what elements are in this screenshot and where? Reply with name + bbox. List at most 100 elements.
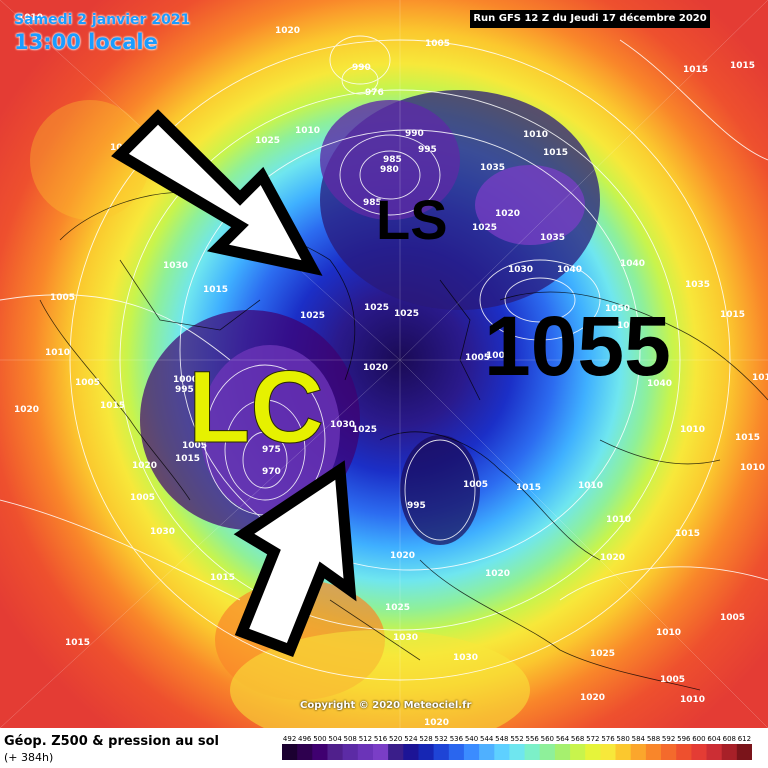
colorbar-tick-label: 576 <box>601 735 615 743</box>
isobar-label: 995 <box>407 501 426 511</box>
isobar-label: 1010 <box>606 515 631 525</box>
isobar-label: 975 <box>262 445 281 455</box>
isobar-label: 1025 <box>590 649 615 659</box>
colorbar-swatch <box>706 744 723 760</box>
colorbar-swatch <box>721 744 738 760</box>
colorbar-tick-label: 496 <box>298 735 312 743</box>
meridians <box>0 0 768 728</box>
colorbar-swatch <box>509 744 526 760</box>
isobar-label: 985 <box>383 155 402 165</box>
isobar-label: 1005 <box>720 613 745 623</box>
isobar-label: 1020 <box>390 551 415 561</box>
colorbar-tick-label: 600 <box>692 735 705 743</box>
isobar-label: 1015 <box>65 638 90 648</box>
isobar-label: 1035 <box>480 163 505 173</box>
isobar-label: 1010 <box>295 126 320 136</box>
colorbar-tick-label: 584 <box>632 735 646 743</box>
isobar-label: 1020 <box>132 461 157 471</box>
isobar-label: 1000 <box>486 351 511 361</box>
colorbar-swatch <box>297 744 313 760</box>
colorbar-swatch <box>570 744 586 760</box>
isobar-label: 1055 <box>617 321 642 331</box>
model-run-info: Run GFS 12 Z du Jeudi 17 décembre 2020 <box>470 10 710 28</box>
legend-panel: Géop. Z500 & pression au sol (+ 384h) 49… <box>0 728 768 768</box>
isobar-label: 1010 <box>523 130 548 140</box>
colorbar-swatch <box>357 744 374 760</box>
isobar-label: 1015 <box>683 65 708 75</box>
isobar-label: 970 <box>262 467 281 477</box>
colorbar-tick-label: 508 <box>344 735 357 743</box>
isobar-label: 1015 <box>100 401 125 411</box>
colorbar-swatch <box>585 744 601 760</box>
isobar-label: 1035 <box>540 233 565 243</box>
colorbar-tick-label: 588 <box>647 735 660 743</box>
colorbar-swatch <box>676 744 692 760</box>
isobar-label: 1020 <box>485 569 510 579</box>
colorbar-tick-label: 556 <box>526 735 540 743</box>
isobar-label: 1040 <box>647 379 672 389</box>
isobar-label: 1050 <box>605 304 630 314</box>
colorbar-swatch <box>554 744 571 760</box>
colorbar-tick-label: 540 <box>465 735 478 743</box>
isobar-label: 1015 <box>543 148 568 158</box>
color-scale-bar: 492 496 500 504 508 512 516 520 524 528 532 536 540 5… <box>282 735 752 760</box>
isobar-label: 1040 <box>620 259 645 269</box>
colorbar-swatch <box>615 744 632 760</box>
isobar-label: 1020 <box>363 363 388 373</box>
colorbar-swatch <box>388 744 404 760</box>
isobar-label: 1030 <box>330 420 355 430</box>
isobar-label: 1005 <box>182 441 207 451</box>
isobar-label: 1015 <box>730 61 755 71</box>
colorbar-tick-label: 596 <box>677 735 691 743</box>
isobar-label: 1005 <box>130 493 155 503</box>
isobar-label: 1030 <box>150 527 175 537</box>
copyright-text: Copyright © 2020 Meteociel.fr <box>300 700 472 711</box>
purple-low-core-west <box>200 345 340 515</box>
colorbar-swatch <box>539 744 556 760</box>
isobar-label: 1005 <box>465 353 490 363</box>
arrow-southwest <box>233 460 357 658</box>
isobar-labels: 1010 1020 1005 1015 1015 990 976 1010 1025 990 995… <box>14 13 768 728</box>
isobar-label: 1040 <box>557 265 582 275</box>
colorbar-tick-label: 536 <box>450 735 464 743</box>
isobar-label: 1005 <box>425 39 450 49</box>
isobar-label: 976 <box>365 88 384 98</box>
colorbar-swatch <box>433 744 450 760</box>
isobar-label: 1015 <box>720 310 745 320</box>
isobar-label: 1010 <box>45 348 70 358</box>
colorbar-swatch <box>282 744 298 760</box>
isobar-label: 990 <box>405 129 424 139</box>
colorbar-swatch <box>418 744 435 760</box>
isobar-label: 1020 <box>14 405 39 415</box>
colorbar-tick-label: 544 <box>480 735 494 743</box>
colorbar-swatch <box>312 744 328 760</box>
isobar-label: 1030 <box>453 653 478 663</box>
isobar-label: 1015 <box>175 454 200 464</box>
isobar-label: 1010 <box>680 425 705 435</box>
isobar-label: 995 <box>418 145 437 155</box>
isobar-label: 1010 <box>680 695 705 705</box>
colorbar-tick-label: 528 <box>419 735 432 743</box>
colorbar-tick-label: 512 <box>359 735 372 743</box>
isobar-label: 1010 <box>752 373 768 383</box>
isobar-label: 1025 <box>352 425 377 435</box>
colorbar-tick-label: 560 <box>541 735 554 743</box>
isobar-label: 1035 <box>685 280 710 290</box>
isobar-label: 1030 <box>393 633 418 643</box>
colorbar-swatch <box>463 744 480 760</box>
isobar-label: 1025 <box>255 136 280 146</box>
colorbar-tick-label: 580 <box>616 735 629 743</box>
arrow-northwest <box>111 109 323 276</box>
colorbar-tick-label: 504 <box>328 735 342 743</box>
label-lc: LC <box>188 350 325 464</box>
colorbar-tick-label: 500 <box>313 735 326 743</box>
isobar-label: 1005 <box>50 293 75 303</box>
colorbar-tick-label: 532 <box>435 735 448 743</box>
colorbar-swatch <box>494 744 510 760</box>
colorbar-tick-label: 516 <box>374 735 388 743</box>
isobar-label: 1015 <box>203 285 228 295</box>
label-high-pressure-value: 1055 <box>484 299 671 393</box>
isobar-label: 1010 <box>578 481 603 491</box>
isobar-label: 1015 <box>675 529 700 539</box>
